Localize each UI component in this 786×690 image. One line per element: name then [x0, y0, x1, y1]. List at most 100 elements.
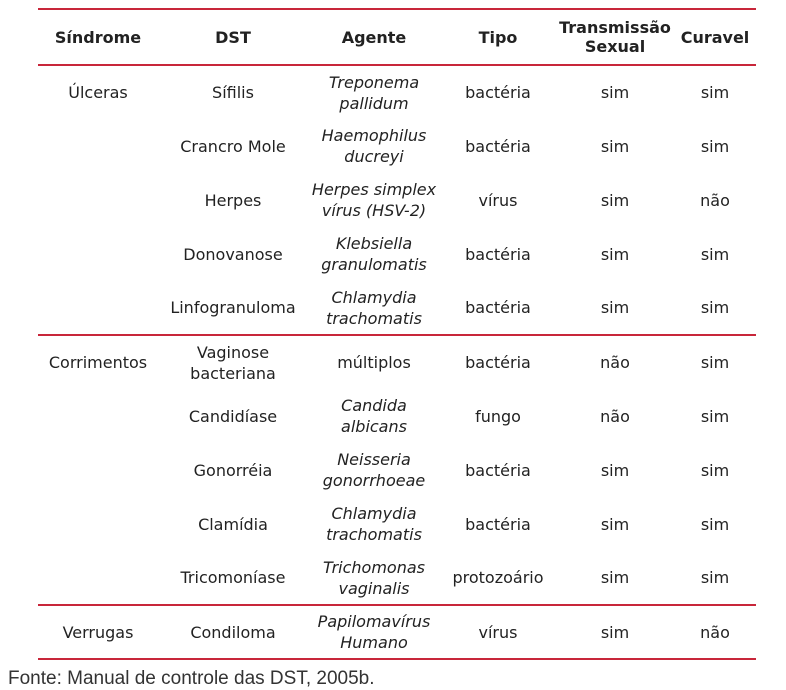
cell-agente-line2: vaginalis: [338, 578, 410, 598]
cell-agente-line1: Chlamydia: [331, 504, 417, 523]
cell-dst: Tricomoníase: [158, 551, 308, 605]
header-sindrome: Síndrome: [38, 8, 158, 66]
cell-transmissao: sim: [600, 514, 630, 534]
cell-dst: Donovanose: [158, 227, 308, 281]
cell-dst-line1: Herpes: [204, 190, 262, 210]
cell-agente-line1: Trichomonas: [323, 557, 425, 577]
cell-sindrome: [38, 281, 158, 335]
cell-agente: Treponema pallidum: [308, 64, 440, 119]
cell-agente: Candida albicans: [308, 389, 440, 443]
cell-tipo: vírus: [440, 604, 556, 660]
cell-sindrome: Úlceras: [38, 64, 158, 119]
cell-agente-line2: albicans: [341, 417, 407, 436]
cell-agente: múltiplos: [308, 334, 440, 389]
header-transmissao-line1: Transmissão: [559, 18, 671, 37]
cell-sindrome: Corrimentos: [38, 334, 158, 389]
cell-agente-line1: Candida: [341, 396, 407, 415]
cell-agente-line2: granulomatis: [321, 255, 427, 274]
cell-transmissao: sim: [600, 136, 630, 156]
cell-agente: Chlamydia trachomatis: [308, 497, 440, 551]
cell-transmissao: sim: [600, 244, 630, 264]
cell-transmissao: sim: [600, 568, 630, 587]
table-row: Clamídia Chlamydia trachomatis bactéria sim s…: [38, 497, 756, 551]
cell-dst: Herpes: [158, 173, 308, 227]
header-tipo: Tipo: [440, 8, 556, 66]
cell-agente-line2: ducreyi: [344, 147, 404, 166]
cell-sindrome: [38, 227, 158, 281]
dst-table-container: Síndrome DST Agente Tipo Transmissão Sexu…: [38, 8, 756, 660]
cell-agente-line2: gonorrhoeae: [322, 471, 426, 490]
cell-curavel: não: [700, 190, 730, 210]
cell-sindrome: [38, 551, 158, 605]
dst-table: Síndrome DST Agente Tipo Transmissão Sexu…: [38, 8, 756, 660]
cell-sindrome: [38, 389, 158, 443]
source-caption: Fonte: Manual de controle das DST, 2005b…: [8, 668, 375, 689]
cell-curavel: sim: [700, 298, 730, 317]
header-row: Síndrome DST Agente Tipo Transmissão Sexu…: [38, 8, 756, 66]
cell-tipo: bactéria: [465, 136, 531, 156]
table-row: Verrugas Condiloma Papilomavírus Humano víru…: [38, 604, 756, 660]
cell-dst-line1: Clamídia: [198, 514, 268, 534]
cell-transmissao: não: [556, 334, 674, 389]
cell-tipo: bactéria: [465, 298, 531, 317]
cell-agente: Trichomonas vaginalis: [308, 551, 440, 605]
table-row: Tricomoníase Trichomonas vaginalis protozoá…: [38, 551, 756, 605]
table-body: Úlceras Sífilis Treponema pallidum bactéria s…: [38, 64, 756, 660]
cell-agente: Neisseria gonorrhoeae: [308, 443, 440, 497]
cell-agente-line1: Herpes simplex: [311, 180, 437, 199]
cell-dst-line2: bacteriana: [190, 363, 276, 383]
cell-sindrome: Verrugas: [38, 604, 158, 660]
cell-curavel: sim: [700, 136, 730, 156]
table-row: Herpes Herpes simplex vírus (HSV-2) vírus si…: [38, 173, 756, 227]
cell-dst-line1: Tricomoníase: [180, 568, 286, 587]
table-row: Donovanose Klebsiella granulomatis bactéria…: [38, 227, 756, 281]
header-transmissao-line2: Sexual: [584, 37, 646, 56]
cell-agente: Chlamydia trachomatis: [308, 281, 440, 335]
cell-transmissao: sim: [600, 298, 630, 317]
header-agente: Agente: [308, 8, 440, 66]
cell-tipo: bactéria: [465, 460, 531, 480]
table-row: Úlceras Sífilis Treponema pallidum bactéria s…: [38, 64, 756, 119]
cell-curavel: sim: [700, 568, 730, 587]
cell-sindrome: [38, 443, 158, 497]
cell-sindrome: [38, 497, 158, 551]
header-transmissao: Transmissão Sexual: [556, 8, 674, 66]
cell-dst-line1: Gonorréia: [193, 460, 273, 480]
cell-agente-line1: Neisseria: [337, 450, 411, 469]
cell-transmissao: sim: [556, 64, 674, 119]
cell-tipo: bactéria: [440, 64, 556, 119]
cell-agente-line2: pallidum: [339, 93, 409, 113]
cell-agente-line1: Chlamydia: [331, 287, 417, 307]
cell-curavel: sim: [674, 64, 756, 119]
cell-dst-line1: Sífilis: [212, 83, 254, 102]
cell-tipo: vírus: [478, 190, 518, 210]
cell-tipo: bactéria: [465, 244, 531, 264]
cell-dst-line1: Donovanose: [183, 244, 283, 264]
cell-dst: Sífilis: [158, 64, 308, 119]
cell-agente-line2: trachomatis: [326, 308, 422, 328]
cell-curavel: sim: [700, 460, 730, 480]
cell-transmissao: sim: [556, 604, 674, 660]
cell-curavel: sim: [700, 244, 730, 264]
cell-agente-line1: múltiplos: [337, 353, 411, 372]
table-header: Síndrome DST Agente Tipo Transmissão Sexu…: [38, 8, 756, 66]
cell-agente: Haemophilus ducreyi: [308, 119, 440, 173]
table-row: Linfogranuloma Chlamydia trachomatis bactér…: [38, 281, 756, 335]
cell-sindrome: [38, 119, 158, 173]
cell-transmissao: sim: [600, 460, 630, 480]
cell-curavel: não: [674, 604, 756, 660]
cell-agente-line1: Haemophilus: [321, 126, 427, 145]
cell-agente: Klebsiella granulomatis: [308, 227, 440, 281]
cell-agente-line2: trachomatis: [326, 525, 422, 544]
cell-agente-line2: Humano: [340, 633, 408, 652]
cell-dst-line1: Candidíase: [188, 406, 278, 426]
cell-dst-line1: Vaginose: [196, 342, 270, 362]
cell-transmissao: sim: [600, 190, 630, 210]
cell-dst-line1: Linfogranuloma: [170, 298, 296, 317]
cell-curavel: sim: [674, 334, 756, 389]
cell-dst: Crancro Mole: [158, 119, 308, 173]
header-dst: DST: [158, 8, 308, 66]
table-row: Corrimentos Vaginose bacteriana múltiplos ba…: [38, 334, 756, 389]
cell-dst: Gonorréia: [158, 443, 308, 497]
cell-dst-line1: Condiloma: [190, 622, 276, 642]
